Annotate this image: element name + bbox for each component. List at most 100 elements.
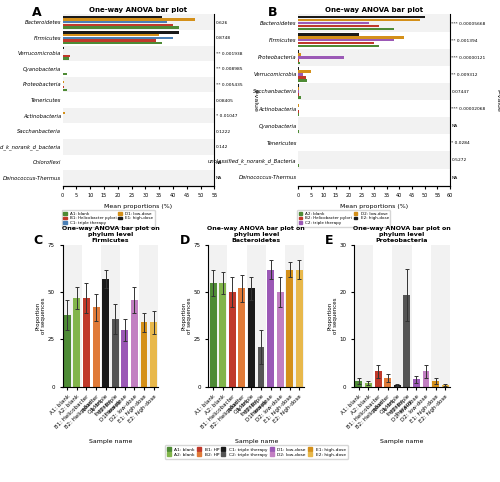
X-axis label: Sample name: Sample name <box>234 440 278 444</box>
Bar <box>238 288 246 387</box>
Bar <box>298 53 301 55</box>
Bar <box>62 57 68 60</box>
Bar <box>62 61 214 77</box>
Bar <box>298 50 299 53</box>
Text: B: B <box>268 6 277 19</box>
Bar <box>298 73 303 76</box>
Bar <box>102 279 109 387</box>
Bar <box>210 283 216 387</box>
Bar <box>62 37 173 39</box>
Bar <box>62 30 214 46</box>
Bar <box>298 19 420 21</box>
Bar <box>62 70 63 73</box>
Bar <box>62 80 64 83</box>
Bar <box>62 34 159 36</box>
X-axis label: Mean proportions (%): Mean proportions (%) <box>104 204 172 209</box>
Bar <box>298 27 394 30</box>
X-axis label: Sample name: Sample name <box>89 440 132 444</box>
Bar <box>412 245 431 387</box>
X-axis label: Sample name: Sample name <box>380 440 424 444</box>
Bar <box>62 77 214 92</box>
Bar <box>112 319 118 387</box>
Bar <box>62 47 64 49</box>
Bar <box>246 245 266 387</box>
Title: One-way ANOVA bar plot: One-way ANOVA bar plot <box>325 7 423 13</box>
Bar <box>62 73 66 76</box>
Bar <box>298 67 300 70</box>
Title: One-way ANOVA bar plot on
phylum level
Proteobacteria: One-way ANOVA bar plot on phylum level P… <box>353 226 451 243</box>
Bar <box>62 155 214 170</box>
Bar <box>229 292 235 387</box>
Bar <box>62 55 70 57</box>
Bar <box>442 385 448 387</box>
Bar <box>298 113 299 116</box>
Bar <box>62 245 82 387</box>
Bar <box>365 383 372 387</box>
Bar <box>298 36 405 39</box>
Bar <box>374 372 382 387</box>
Bar <box>74 298 80 387</box>
X-axis label: Mean proportions (%): Mean proportions (%) <box>340 204 408 209</box>
Bar <box>392 245 411 387</box>
Bar <box>62 78 64 80</box>
Bar <box>62 86 64 88</box>
Bar <box>384 378 391 387</box>
Bar <box>258 347 264 387</box>
Bar <box>62 16 162 18</box>
Bar <box>62 170 214 186</box>
Bar <box>248 288 255 387</box>
Bar <box>298 76 306 79</box>
Bar <box>298 42 374 44</box>
Title: One-way ANOVA bar plot on
phylum level
Bacteroidetes: One-way ANOVA bar plot on phylum level B… <box>208 226 305 243</box>
Bar <box>62 21 168 24</box>
Bar <box>62 123 214 139</box>
Bar <box>354 245 374 387</box>
Bar <box>298 83 450 100</box>
Bar <box>413 379 420 387</box>
Bar <box>62 89 66 91</box>
Y-axis label: Proportion
of sequences: Proportion of sequences <box>328 297 338 334</box>
Text: A: A <box>32 6 42 19</box>
Y-axis label: P-value: P-value <box>496 89 500 111</box>
Title: One-way ANOVA bar plot: One-way ANOVA bar plot <box>90 7 188 13</box>
Bar <box>298 100 450 117</box>
Bar <box>431 245 450 387</box>
Bar <box>62 83 64 86</box>
Bar <box>62 120 64 122</box>
Bar <box>62 24 173 26</box>
Y-axis label: P-value: P-value <box>252 89 258 111</box>
Text: C: C <box>34 234 43 247</box>
Bar <box>296 269 303 387</box>
Legend: A2: blank, B2: Helicobacter pylori, C2: triple therapy, D2: low-dose, E2: high-d: A2: blank, B2: Helicobacter pylori, C2: … <box>297 210 390 227</box>
Bar <box>356 381 362 387</box>
Bar <box>298 22 369 25</box>
Bar <box>298 33 359 36</box>
Bar <box>298 25 379 27</box>
Text: E: E <box>326 234 334 247</box>
Bar <box>298 32 450 49</box>
Bar <box>394 385 400 387</box>
Bar <box>208 245 228 387</box>
Bar <box>92 308 100 387</box>
Bar <box>432 381 439 387</box>
Bar <box>286 269 294 387</box>
Bar <box>62 92 214 108</box>
Bar <box>122 330 128 387</box>
Bar <box>101 245 120 387</box>
Bar <box>62 39 156 41</box>
Bar <box>298 134 450 151</box>
Bar <box>62 112 65 114</box>
Bar <box>62 108 214 123</box>
Bar <box>120 245 139 387</box>
Bar <box>285 245 304 387</box>
Bar <box>62 46 214 61</box>
Y-axis label: Proportion
of sequences: Proportion of sequences <box>36 297 46 334</box>
Bar <box>298 14 450 32</box>
Bar <box>298 66 450 83</box>
Bar <box>82 245 101 387</box>
Bar <box>422 372 430 387</box>
Bar <box>131 300 138 387</box>
Bar <box>62 42 162 44</box>
Bar <box>404 295 410 387</box>
Bar <box>83 298 90 387</box>
